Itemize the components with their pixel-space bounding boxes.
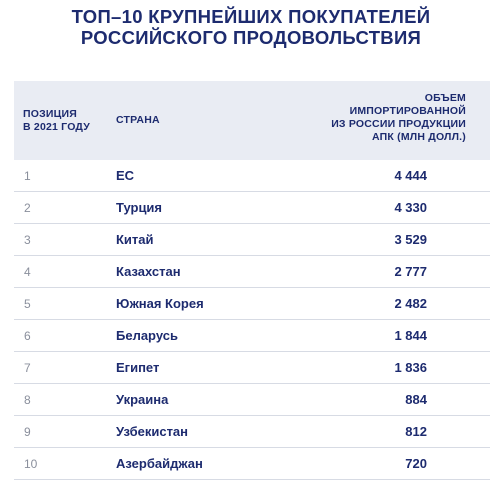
table-row: 9 Узбекистан 812 xyxy=(14,416,490,448)
table-header: ПОЗИЦИЯ В 2021 ГОДУ СТРАНА ОБЪЕМ ИМПОРТИ… xyxy=(14,81,490,160)
row-position: 4 xyxy=(24,265,31,279)
row-country: Азербайджан xyxy=(116,456,203,471)
row-value: 1 836 xyxy=(394,360,427,375)
header-value: ОБЪЕМ ИМПОРТИРОВАННОЙ ИЗ РОССИИ ПРОДУКЦИ… xyxy=(296,92,466,144)
table-row: 7 Египет 1 836 xyxy=(14,352,490,384)
header-value-line: АПК (МЛН ДОЛЛ.) xyxy=(372,131,466,143)
table-row: 1 ЕС 4 444 xyxy=(14,160,490,192)
table-row: 8 Украина 884 xyxy=(14,384,490,416)
header-value-line: ИЗ РОССИИ ПРОДУКЦИИ xyxy=(331,118,466,130)
row-position: 5 xyxy=(24,297,31,311)
title-line-2: РОССИЙСКОГО ПРОДОВОЛЬСТВИЯ xyxy=(80,27,422,48)
header-position: ПОЗИЦИЯ В 2021 ГОДУ xyxy=(23,108,90,134)
row-value: 884 xyxy=(405,392,427,407)
row-value: 1 844 xyxy=(394,328,427,343)
row-position: 6 xyxy=(24,329,31,343)
row-value: 720 xyxy=(405,456,427,471)
row-value: 2 777 xyxy=(394,264,427,279)
row-country: ЕС xyxy=(116,168,135,183)
row-position: 2 xyxy=(24,201,31,215)
row-country: Казахстан xyxy=(116,264,181,279)
row-position: 9 xyxy=(24,425,31,439)
row-value: 4 330 xyxy=(394,200,427,215)
row-country: Беларусь xyxy=(116,328,178,343)
table-row: 5 Южная Корея 2 482 xyxy=(14,288,490,320)
row-position: 8 xyxy=(24,393,31,407)
table-row: 4 Казахстан 2 777 xyxy=(14,256,490,288)
table-row: 10 Азербайджан 720 xyxy=(14,448,490,480)
header-country: СТРАНА xyxy=(116,114,160,126)
table-row: 3 Китай 3 529 xyxy=(14,224,490,256)
buyers-table: ПОЗИЦИЯ В 2021 ГОДУ СТРАНА ОБЪЕМ ИМПОРТИ… xyxy=(14,81,490,480)
header-position-line: ПОЗИЦИЯ xyxy=(23,108,78,120)
row-country: Узбекистан xyxy=(116,424,189,439)
row-value: 2 482 xyxy=(394,296,427,311)
table-row: 2 Турция 4 330 xyxy=(14,192,490,224)
row-value: 812 xyxy=(405,424,427,439)
row-position: 7 xyxy=(24,361,31,375)
row-country: Украина xyxy=(116,392,169,407)
row-country: Китай xyxy=(116,232,154,247)
row-position: 3 xyxy=(24,233,31,247)
row-value: 4 444 xyxy=(394,168,427,183)
table-row: 6 Беларусь 1 844 xyxy=(14,320,490,352)
row-value: 3 529 xyxy=(394,232,427,247)
row-country: Турция xyxy=(116,200,163,215)
page-title: ТОП–10 КРУПНЕЙШИХ ПОКУПАТЕЛЕЙ РОССИЙСКОГ… xyxy=(0,6,502,48)
row-position: 10 xyxy=(24,457,38,471)
row-position: 1 xyxy=(24,169,31,183)
row-country: Египет xyxy=(116,360,160,375)
title-line-1: ТОП–10 КРУПНЕЙШИХ ПОКУПАТЕЛЕЙ xyxy=(71,6,431,27)
row-country: Южная Корея xyxy=(116,296,204,311)
header-value-line: ИМПОРТИРОВАННОЙ xyxy=(349,105,466,117)
header-value-line: ОБЪЕМ xyxy=(424,92,466,104)
header-position-line: В 2021 ГОДУ xyxy=(23,121,90,133)
